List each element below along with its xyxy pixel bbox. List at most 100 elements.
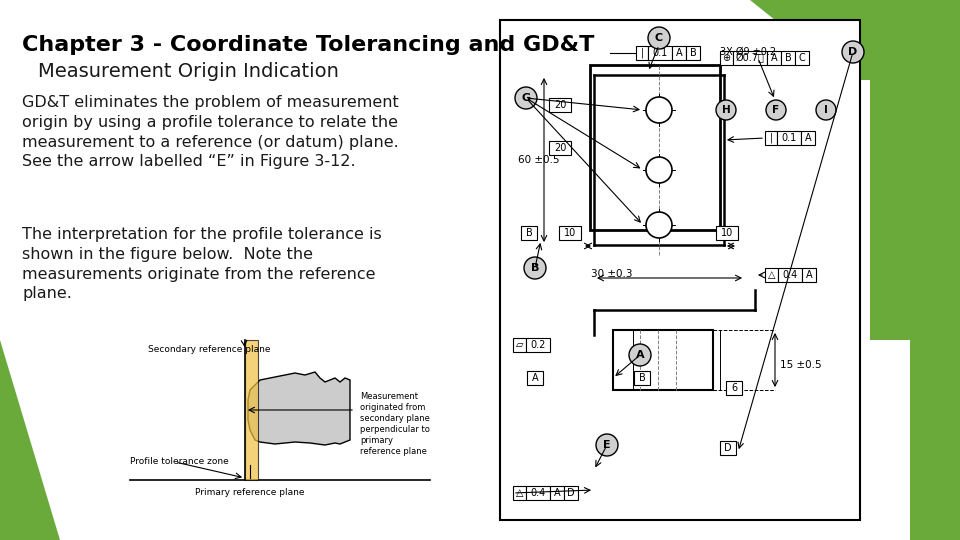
Text: Measurement
originated from
secondary plane
perpendicular to
primary
reference p: Measurement originated from secondary pl… (360, 392, 430, 456)
Text: B: B (689, 48, 696, 58)
Text: 6: 6 (731, 383, 737, 393)
Text: ⊕: ⊕ (723, 53, 731, 63)
Text: 0.1: 0.1 (653, 48, 667, 58)
Bar (726, 381, 742, 395)
Bar (648, 46, 672, 60)
Bar (777, 131, 801, 145)
Text: B: B (526, 228, 533, 238)
Text: A: A (532, 373, 539, 383)
Polygon shape (0, 340, 60, 540)
Polygon shape (880, 120, 960, 340)
Text: 60 ±0.5: 60 ±0.5 (518, 155, 560, 165)
Text: 0.4: 0.4 (530, 488, 545, 498)
Text: 0.2: 0.2 (530, 340, 545, 350)
Text: A: A (771, 53, 778, 63)
Bar (590, 65, 720, 230)
Text: A: A (805, 270, 812, 280)
Text: Chapter 3 - Coordinate Tolerancing and GD&T: Chapter 3 - Coordinate Tolerancing and G… (22, 35, 594, 55)
Text: F: F (773, 105, 780, 115)
Bar (513, 338, 526, 352)
Circle shape (646, 212, 672, 238)
Bar (549, 98, 571, 112)
Circle shape (629, 344, 651, 366)
Bar (686, 46, 700, 60)
Circle shape (648, 27, 670, 49)
Text: A: A (804, 133, 811, 143)
Bar (733, 51, 767, 65)
Bar (720, 51, 733, 65)
Bar (802, 268, 816, 282)
Text: Ø0.7Ⓜ: Ø0.7Ⓜ (735, 53, 764, 63)
Circle shape (766, 100, 786, 120)
Text: △: △ (516, 488, 523, 498)
Bar (767, 51, 781, 65)
Text: Primary reference plane: Primary reference plane (195, 488, 304, 497)
Bar (765, 131, 777, 145)
Bar (634, 371, 650, 385)
Bar (527, 371, 543, 385)
Text: D: D (567, 488, 575, 498)
Bar (778, 268, 802, 282)
Circle shape (515, 87, 537, 109)
Text: H: H (722, 105, 731, 115)
Circle shape (842, 41, 864, 63)
Bar (716, 226, 738, 240)
Polygon shape (245, 340, 258, 480)
Text: 0.4: 0.4 (782, 270, 798, 280)
Circle shape (524, 257, 546, 279)
Bar (521, 226, 537, 240)
Text: △: △ (768, 270, 776, 280)
Text: B: B (784, 53, 791, 63)
Polygon shape (750, 0, 960, 80)
Text: 3X Ø9 ±0.2: 3X Ø9 ±0.2 (720, 47, 776, 57)
Bar (564, 486, 578, 500)
Bar (526, 486, 550, 500)
Text: D: D (724, 443, 732, 453)
Polygon shape (248, 372, 350, 445)
Text: A: A (554, 488, 561, 498)
Circle shape (646, 97, 672, 123)
Text: The interpretation for the profile tolerance is
shown in the figure below.  Note: The interpretation for the profile toler… (22, 227, 382, 301)
Circle shape (646, 157, 672, 183)
Polygon shape (910, 0, 960, 540)
Text: Profile tolerance zone: Profile tolerance zone (130, 457, 228, 467)
Text: I: I (824, 105, 828, 115)
Bar (795, 51, 809, 65)
Text: 30 ±0.3: 30 ±0.3 (591, 269, 633, 279)
Bar (765, 268, 778, 282)
Text: 20: 20 (554, 100, 566, 110)
Text: B: B (531, 263, 540, 273)
Bar (613, 330, 713, 390)
Bar (559, 226, 581, 240)
Circle shape (716, 100, 736, 120)
Bar (526, 338, 550, 352)
Text: 20: 20 (554, 143, 566, 153)
Text: ▱: ▱ (516, 340, 523, 350)
Text: Measurement Origin Indication: Measurement Origin Indication (38, 62, 339, 81)
Text: Secondary reference plane: Secondary reference plane (148, 345, 271, 354)
Text: 15 ±0.5: 15 ±0.5 (780, 360, 822, 370)
Polygon shape (870, 0, 960, 340)
Text: |: | (769, 133, 773, 143)
Text: |: | (640, 48, 643, 58)
Text: 10: 10 (721, 228, 733, 238)
Text: D: D (849, 47, 857, 57)
Text: A: A (636, 350, 644, 360)
Text: 10: 10 (564, 228, 576, 238)
Bar (672, 46, 686, 60)
Text: A: A (676, 48, 683, 58)
Bar (513, 486, 526, 500)
Bar (781, 51, 795, 65)
Text: 0.1: 0.1 (781, 133, 797, 143)
Bar (549, 141, 571, 155)
Bar (500, 20, 860, 520)
Circle shape (816, 100, 836, 120)
Text: GD&T eliminates the problem of measurement
origin by using a profile tolerance t: GD&T eliminates the problem of measureme… (22, 95, 398, 170)
Text: C: C (655, 33, 663, 43)
Bar (550, 486, 564, 500)
Text: B: B (638, 373, 645, 383)
Text: C: C (799, 53, 805, 63)
Bar (801, 131, 815, 145)
Text: E: E (603, 440, 611, 450)
Bar (720, 441, 736, 455)
